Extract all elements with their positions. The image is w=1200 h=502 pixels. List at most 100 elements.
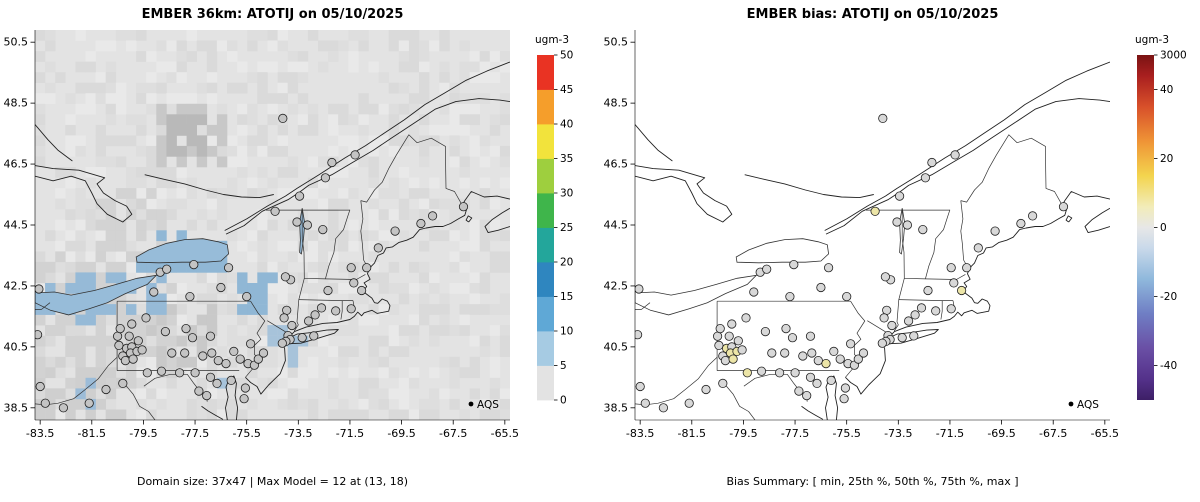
station-marker [640, 398, 650, 408]
colorbar-tick-label: -40 [1160, 360, 1177, 372]
station-marker [785, 291, 795, 302]
colorbar-tick-label: 20 [1160, 153, 1173, 165]
state-border [925, 209, 951, 279]
station-marker [635, 381, 645, 392]
station-marker [224, 263, 234, 273]
station-marker [946, 304, 956, 314]
state-border [267, 320, 287, 333]
x-tick-label: -75.5 [832, 427, 860, 440]
station-marker [294, 191, 305, 201]
y-tick-label: 50.5 [604, 36, 629, 49]
colorbar: 3000 40 20 0 -20 -40 ugm-3 [1135, 34, 1187, 400]
coastline [635, 165, 733, 223]
state-border [867, 320, 887, 333]
colorbar-tick-label: 5 [560, 360, 567, 372]
station-marker [35, 381, 45, 392]
station-marker [949, 278, 959, 288]
station-marker [240, 383, 250, 393]
lake-outline [635, 274, 758, 316]
station-marker [973, 243, 983, 253]
station-marker [113, 331, 123, 341]
station-marker [292, 217, 302, 227]
station-marker [894, 191, 905, 201]
x-tick-label: -65.5 [491, 427, 519, 440]
station-marker [213, 355, 223, 366]
state-border [635, 302, 651, 310]
station-marker [282, 305, 292, 315]
station-marker [897, 333, 907, 343]
station-marker [923, 285, 933, 296]
station-marker [846, 339, 856, 349]
state-border [960, 134, 1063, 206]
legend-label: AQS [477, 399, 499, 411]
lakes-layer [635, 208, 906, 316]
station-marker [724, 331, 734, 341]
station-marker [205, 372, 216, 382]
station-marker [794, 386, 804, 396]
station-marker [927, 157, 937, 168]
state-border [635, 356, 718, 406]
x-tick-label: -83.5 [626, 427, 654, 440]
state-border [122, 381, 156, 420]
station-marker [458, 202, 469, 212]
legend-aqs: AQS [1068, 399, 1099, 411]
x-tick-label: -65.5 [1091, 427, 1119, 440]
station-marker [356, 285, 367, 296]
station-marker [756, 366, 767, 376]
x-tick-label: -71.5 [936, 427, 964, 440]
coastline [144, 174, 274, 199]
coastline [224, 61, 510, 231]
state-border [293, 209, 305, 332]
state-border [304, 274, 366, 280]
model-panel-title: EMBER 36km: ATOTIJ on 05/10/2025 [141, 7, 404, 22]
station-marker [101, 384, 111, 395]
station-marker [826, 375, 836, 385]
panel-model: EMBER 36km: ATOTIJ on 05/10/2025 -83.5 -8… [4, 7, 574, 488]
station-marker [221, 358, 231, 369]
station-marker [829, 346, 839, 356]
axes: -83.5 -81.5 -79.5 -77.5 -75.5 -73.5 -71.5 -69.5… [4, 30, 519, 440]
station-marker [910, 310, 920, 320]
state-border [898, 299, 953, 301]
station-marker [323, 285, 333, 296]
station-marker [658, 403, 669, 413]
bias-summary-caption: Bias Summary: [ min, 25th %, 50th %, 75t… [726, 475, 1019, 488]
station-marker [805, 372, 816, 382]
x-tick-label: -81.5 [678, 427, 706, 440]
station-marker [790, 368, 800, 378]
state-border [904, 274, 966, 280]
coastline [225, 98, 510, 235]
station-marker [1016, 218, 1026, 229]
station-marker [318, 225, 328, 235]
y-tick-label: 42.5 [604, 279, 629, 292]
station-marker [235, 354, 245, 364]
colorbar-segment [537, 296, 554, 332]
station-marker [310, 310, 320, 320]
station-marker [858, 348, 869, 358]
legend-dot-icon [1068, 401, 1074, 407]
colorbar-segment [537, 89, 554, 125]
station-marker [839, 394, 849, 404]
y-tick-label: 44.5 [4, 219, 29, 232]
station-marker [156, 366, 167, 376]
colorbar-tick-label: 50 [560, 50, 573, 62]
station-marker [737, 345, 747, 355]
station-marker [713, 331, 723, 341]
y-tick-label: 38.5 [4, 401, 29, 414]
station-marker [141, 313, 151, 323]
station-marker [118, 378, 128, 388]
station-marker [127, 319, 137, 329]
colorbar-segment [537, 124, 554, 159]
state-border [960, 200, 968, 268]
coastline [635, 124, 673, 162]
station-marker [805, 331, 816, 341]
station-marker [309, 331, 319, 341]
station-marker [175, 368, 185, 378]
station-marker [802, 390, 812, 401]
colorbar-tick-label: 35 [560, 153, 573, 165]
y-tick-label: 44.5 [604, 219, 629, 232]
station-marker [715, 323, 725, 334]
x-tick-label: -67.5 [1039, 427, 1067, 440]
y-tick-label: 40.5 [4, 340, 29, 353]
